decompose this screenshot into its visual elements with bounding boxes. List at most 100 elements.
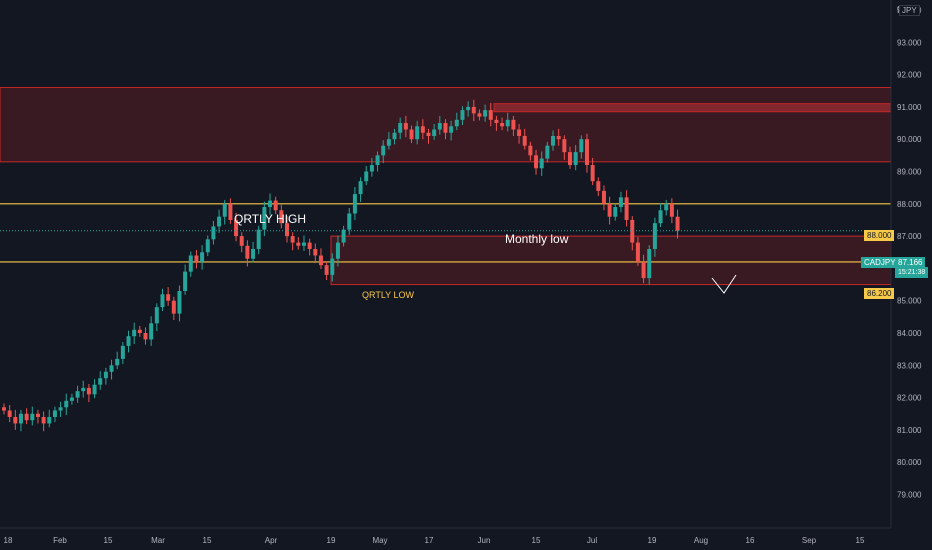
candle-body <box>415 126 420 140</box>
price-tick: 92.000 <box>897 71 922 80</box>
candle-body <box>41 416 46 424</box>
zone-1[interactable] <box>493 103 892 113</box>
candle-body <box>669 203 674 217</box>
candle-body <box>568 152 572 166</box>
candle-body <box>601 190 606 204</box>
candle-body <box>268 200 273 208</box>
candle-body <box>228 203 233 220</box>
annotation-monthly-low[interactable]: Monthly low <box>505 232 569 246</box>
candle-body <box>500 123 505 127</box>
last-price-tag: 87.166 <box>895 257 926 268</box>
candle-body <box>517 129 522 136</box>
candle-body <box>352 194 357 214</box>
time-tick: 15 <box>104 536 113 545</box>
candle-body <box>364 171 369 182</box>
price-tick: 91.000 <box>897 103 922 112</box>
candle-body <box>426 132 431 136</box>
candle-body <box>160 294 165 308</box>
candle-body <box>652 223 657 250</box>
candle-body <box>120 345 125 359</box>
candle-body <box>341 229 346 243</box>
candle-body <box>24 413 29 421</box>
price-tick: 93.000 <box>897 38 922 47</box>
candle-body <box>675 216 680 231</box>
down-arrow-drawing[interactable] <box>711 274 737 294</box>
candle-body <box>618 197 623 208</box>
candle-body <box>403 123 408 130</box>
candles-layer <box>2 99 680 432</box>
candle-body <box>166 294 171 301</box>
candle-body <box>483 110 488 117</box>
price-axis[interactable]: 9594.00093.00092.00091.00090.00089.00088… <box>897 5 922 500</box>
candle-body <box>613 207 618 217</box>
candle-body <box>234 219 239 237</box>
candle-body <box>69 397 74 401</box>
candle-body <box>573 152 578 166</box>
annotation-qrtly-high[interactable]: QRTLY HIGH <box>234 212 307 226</box>
price-tick: 87.000 <box>897 232 922 241</box>
annotation-qrtly-low[interactable]: QRTLY LOW <box>362 290 415 300</box>
time-tick: 17 <box>425 536 434 545</box>
candle-body <box>115 358 120 366</box>
candle-body <box>369 165 374 172</box>
candle-body <box>137 329 142 333</box>
candle-body <box>177 291 182 314</box>
time-tick: 19 <box>327 536 336 545</box>
candle-body <box>211 226 216 240</box>
candle-body <box>273 200 278 211</box>
candle-body <box>449 126 454 133</box>
candle-body <box>335 242 340 259</box>
horizontal-levels <box>0 203 891 263</box>
countdown-tag: 15:21:38 <box>895 267 929 278</box>
price-tick: 89.000 <box>897 168 922 177</box>
price-tick: 88.000 <box>897 200 922 209</box>
time-axis[interactable]: 18 Feb 15 Mar 15 Apr 19 May 17 Jun 15 Jul 19 Aug 16 Sep… <box>4 536 865 545</box>
candle-body <box>647 249 652 279</box>
currency-badge[interactable]: JPY <box>899 5 920 16</box>
time-tick: Aug <box>694 536 708 545</box>
candle-body <box>392 132 397 140</box>
candle-body <box>584 139 589 166</box>
time-tick: Jun <box>478 536 491 545</box>
candle-body <box>358 181 363 195</box>
time-tick: 15 <box>856 536 865 545</box>
candle-body <box>2 407 6 411</box>
candle-body <box>188 255 193 272</box>
candle-body <box>386 139 391 146</box>
candle-body <box>30 413 35 421</box>
candle-body <box>47 416 52 424</box>
candle-body <box>132 329 137 337</box>
candle-body <box>664 203 669 211</box>
candle-body <box>75 391 80 398</box>
candle-body <box>109 365 114 372</box>
candle-body <box>154 307 159 324</box>
candle-body <box>35 413 40 417</box>
candle-body <box>205 239 210 253</box>
candle-body <box>92 384 97 395</box>
time-tick: 15 <box>203 536 212 545</box>
symbol-tag: CADJPY <box>861 257 899 268</box>
price-tick: 83.000 <box>897 361 922 370</box>
level-86-tag: 86.200 <box>864 288 895 299</box>
candle-body <box>477 113 482 117</box>
candle-body <box>398 123 403 133</box>
candle-body <box>528 145 533 156</box>
candle-body <box>590 165 595 182</box>
candle-body <box>641 261 646 279</box>
candle-body <box>437 123 442 130</box>
candle-body <box>471 106 476 114</box>
candle-body <box>556 135 561 140</box>
time-tick: 19 <box>648 536 657 545</box>
zone-2[interactable] <box>330 235 892 286</box>
candle-body <box>7 410 12 417</box>
candle-body <box>347 213 352 230</box>
candle-body <box>318 255 323 266</box>
candle-body <box>18 413 23 424</box>
candle-body <box>307 242 312 250</box>
candle-body <box>579 139 584 153</box>
candle-body <box>251 249 256 259</box>
candle-body <box>375 155 380 166</box>
candle-body <box>183 271 188 292</box>
candle-body <box>460 110 465 120</box>
